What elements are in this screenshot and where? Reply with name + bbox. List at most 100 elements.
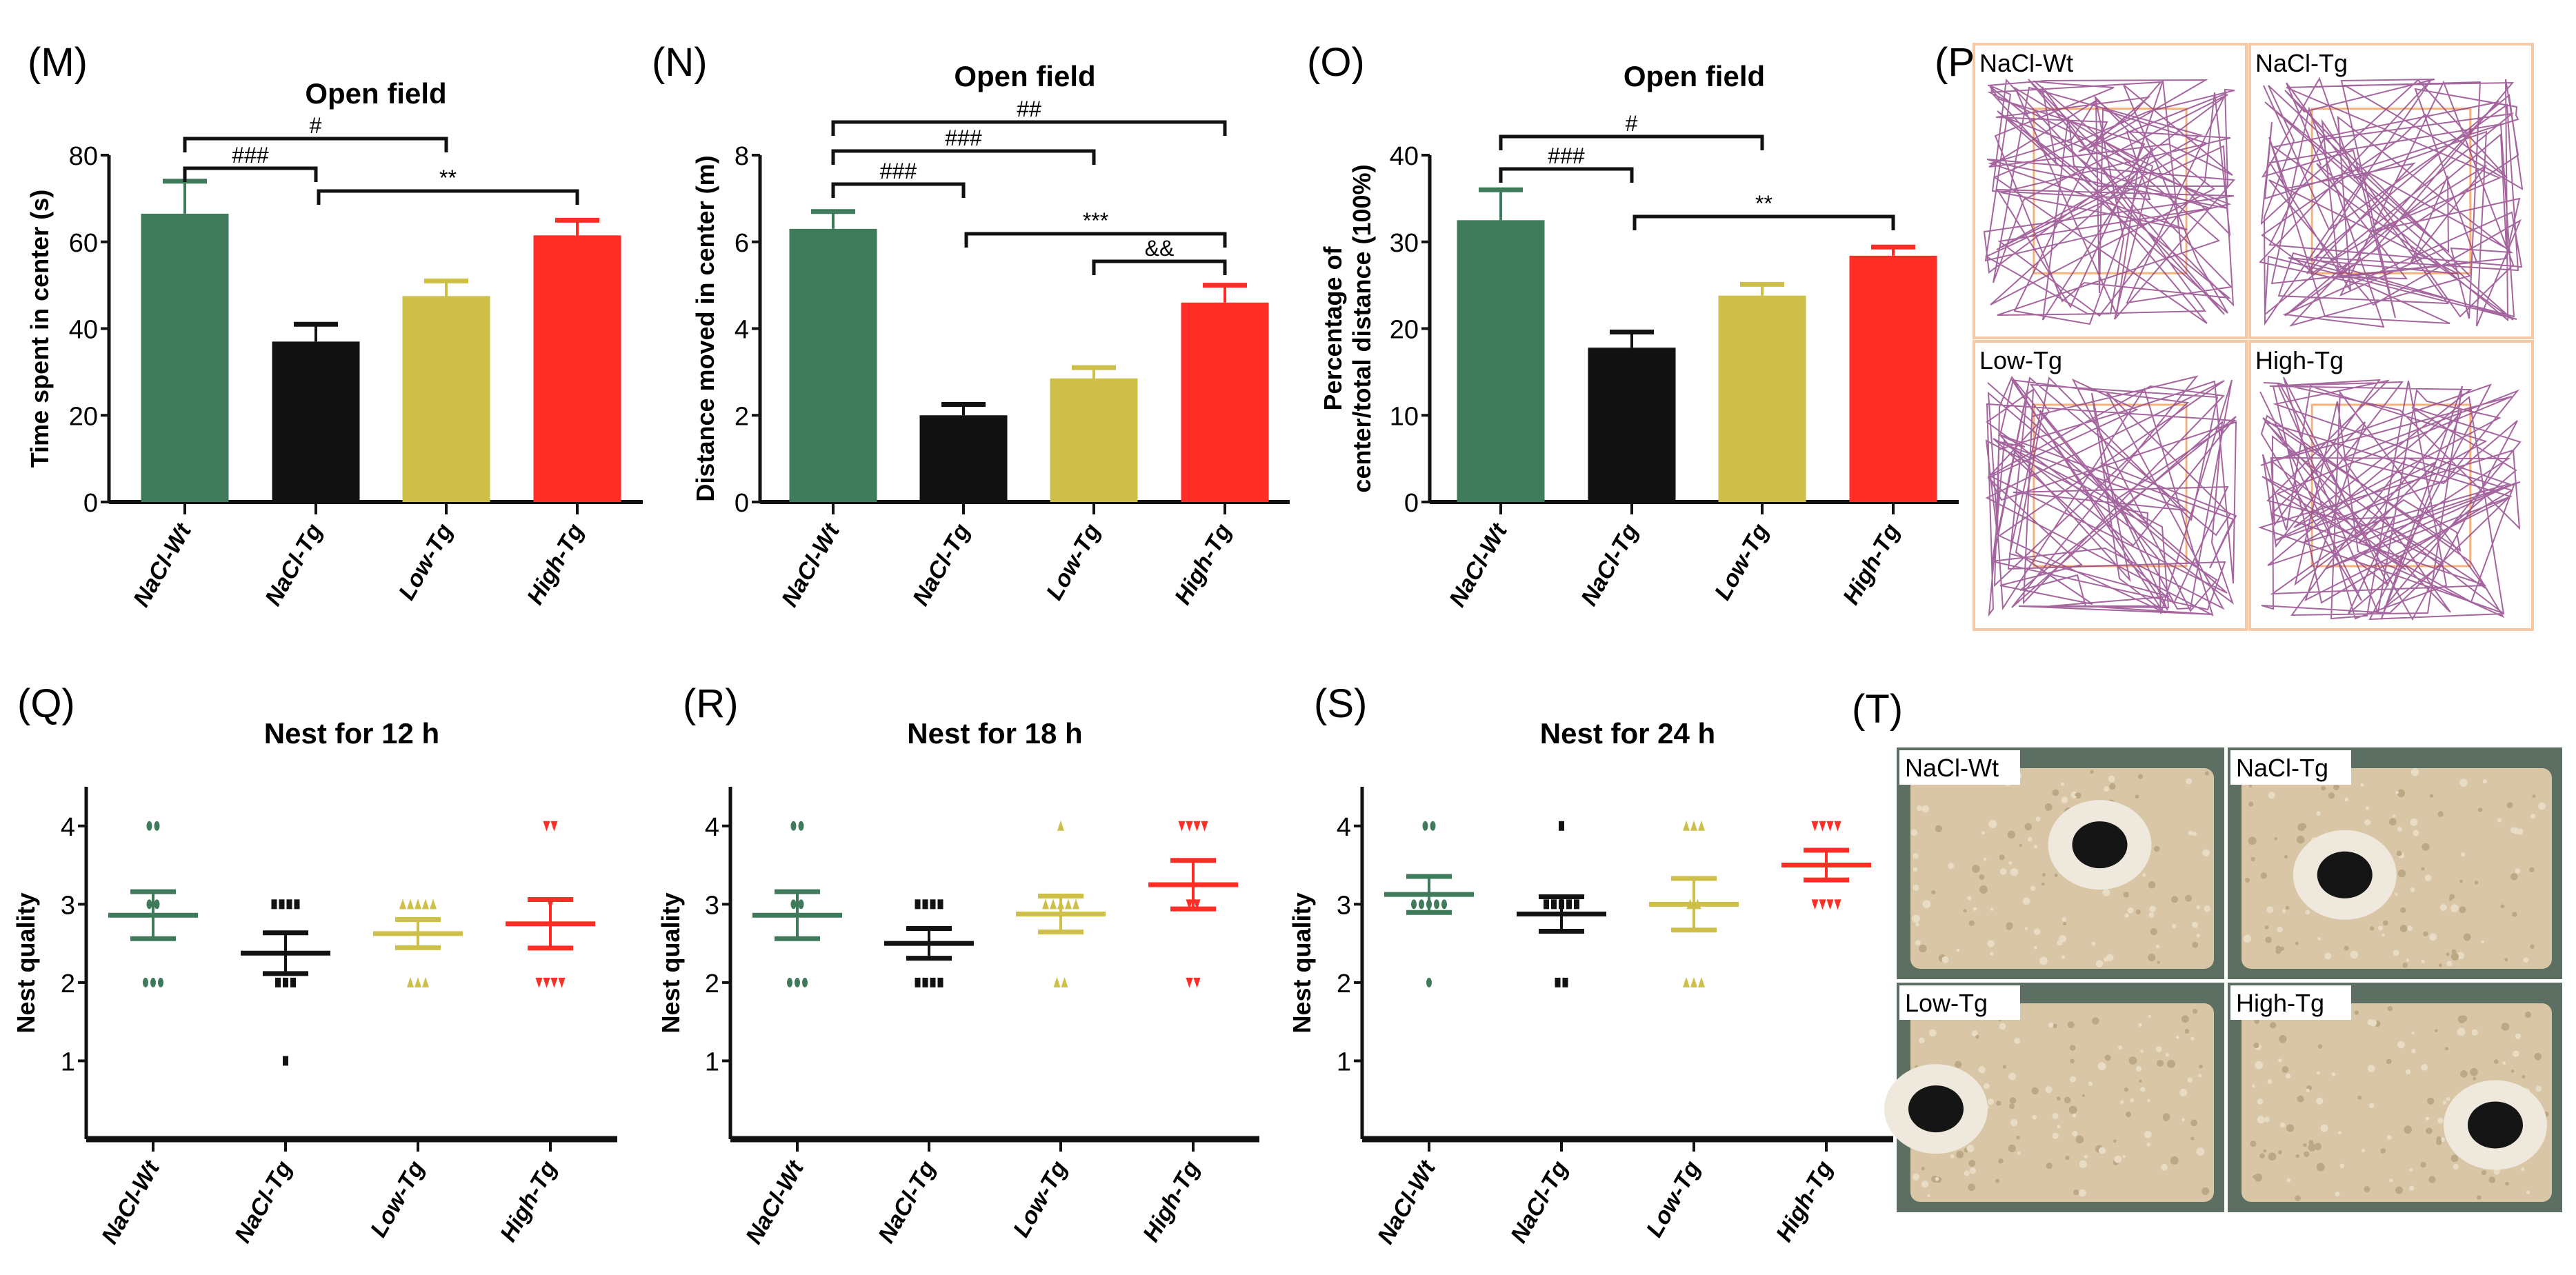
y-tick-label: 40	[69, 316, 98, 345]
data-point-High-Tg	[1193, 821, 1201, 832]
movement-track	[1985, 375, 2237, 617]
data-point-NaCl-Wt	[787, 977, 792, 987]
x-tick-label: NaCl-Tg	[1506, 1156, 1573, 1247]
significance-label: ###	[232, 143, 269, 168]
bar-NaCl-Tg	[1588, 348, 1676, 502]
data-point-Low-Tg	[415, 898, 421, 910]
data-point-Low-Tg	[430, 898, 437, 910]
chart-title: Nest for 12 h	[264, 717, 439, 750]
data-point-Low-Tg	[422, 898, 429, 910]
chart-title: Open field	[954, 60, 1095, 92]
data-point-NaCl-Wt	[146, 821, 152, 831]
data-point-High-Tg	[558, 977, 566, 988]
x-tick-label: High-Tg	[522, 519, 589, 609]
chart-O: (O) Open field Percentage of center/total d…	[1307, 40, 1959, 611]
chart-M: (M) Open field Time spent in center (s) 0 20…	[26, 40, 643, 611]
track-plot-nacl-tg: NaCl-Tg	[2248, 43, 2534, 339]
panel-label-t: (T)	[1852, 687, 1903, 732]
y-tick-label: 20	[69, 402, 98, 431]
y-tick-label: 2	[705, 970, 719, 998]
bar-NaCl-Wt	[789, 228, 877, 502]
data-point-High-Tg	[1186, 977, 1193, 988]
panel-label: (M)	[28, 40, 88, 85]
x-tick-label: NaCl-Wt	[1372, 1156, 1441, 1249]
significance-label: ###	[945, 126, 982, 150]
y-tick-label: 2	[1337, 970, 1351, 998]
track-plot-high-tg: High-Tg	[2248, 340, 2534, 631]
bar-Low-Tg	[1050, 378, 1138, 502]
data-point-High-Tg	[550, 821, 558, 832]
data-point-NaCl-Wt	[1419, 899, 1424, 910]
y-axis-label: Time spent in center (s)	[26, 190, 54, 468]
y-tick-label: 1	[1337, 1047, 1351, 1076]
data-point-Low-Tg	[1698, 820, 1705, 831]
data-point-NaCl-Tg	[915, 977, 921, 987]
nest-photo-high-tg: High-Tg	[2228, 983, 2562, 1212]
data-point-High-Tg	[1186, 821, 1193, 832]
x-tick-label: High-Tg	[1838, 519, 1905, 609]
significance-bracket	[1092, 259, 1227, 275]
panel-label: (R)	[683, 681, 739, 726]
chart-S: (S) Nest for 24 h Nest quality 1 2 3 4 NaCl-Wt N…	[1288, 681, 1893, 1248]
data-point-High-Tg	[1811, 821, 1819, 832]
data-point-High-Tg	[543, 821, 550, 832]
data-point-NaCl-Tg	[1555, 977, 1561, 987]
mouse	[2072, 821, 2128, 869]
data-point-Low-Tg	[1042, 898, 1049, 910]
chart-R: (R) Nest for 18 h Nest quality 1 2 3 4 NaCl-Wt N…	[657, 681, 1259, 1248]
significance-label: ***	[1083, 208, 1108, 233]
bar-Low-Tg	[1718, 295, 1806, 502]
data-point-Low-Tg	[1698, 976, 1705, 987]
data-point-NaCl-Wt	[802, 977, 808, 987]
track-plot-nacl-wt: NaCl-Wt	[1973, 43, 2248, 339]
data-point-NaCl-Tg	[271, 899, 277, 910]
x-tick-label: NaCl-Wt	[97, 1156, 166, 1249]
y-tick-label: 80	[69, 142, 98, 171]
y-tick-label: 2	[735, 402, 749, 431]
data-point-NaCl-Wt	[1426, 977, 1432, 987]
y-tick-label: 3	[1337, 891, 1351, 920]
data-point-Low-Tg	[422, 976, 429, 987]
data-point-NaCl-Tg	[275, 977, 281, 987]
data-point-NaCl-Wt	[798, 899, 804, 910]
data-point-NaCl-Wt	[1441, 899, 1447, 910]
y-axis-label: Nest quality	[1288, 892, 1316, 1033]
x-tick-label: Low-Tg	[1641, 1156, 1706, 1242]
chart-N: (N) Open field Distance moved in center (m…	[652, 40, 1290, 611]
bar-NaCl-Tg	[919, 415, 1008, 502]
data-point-NaCl-Tg	[1566, 899, 1572, 910]
y-axis-label: center/total distance (100%)	[1348, 164, 1376, 492]
significance-bracket	[831, 149, 1096, 165]
significance-label: &&	[1145, 236, 1175, 261]
y-axis-label: Nest quality	[657, 892, 685, 1033]
significance-bracket	[964, 232, 1227, 248]
x-tick-label: NaCl-Tg	[908, 519, 975, 610]
data-point-Low-Tg	[415, 976, 421, 987]
panel-label: (N)	[652, 40, 708, 85]
data-point-NaCl-Tg	[937, 977, 943, 987]
data-point-NaCl-Wt	[158, 977, 163, 987]
data-point-Low-Tg	[1690, 976, 1697, 987]
significance-label: #	[310, 113, 322, 138]
bar-NaCl-Wt	[1457, 220, 1545, 502]
y-tick-label: 4	[61, 813, 75, 842]
y-tick-label: 8	[735, 142, 749, 171]
data-point-Low-Tg	[1065, 898, 1072, 910]
chart-title: Nest for 24 h	[1540, 717, 1715, 750]
movement-track	[1983, 78, 2236, 325]
data-point-NaCl-Tg	[1559, 821, 1564, 831]
data-point-Low-Tg	[407, 898, 414, 910]
significance-bracket	[317, 189, 579, 205]
data-point-NaCl-Tg	[1551, 899, 1557, 910]
panel-label: (Q)	[17, 681, 75, 726]
y-tick-label: 10	[1390, 402, 1419, 431]
y-tick-label: 6	[735, 229, 749, 258]
mouse	[2317, 851, 2373, 898]
data-point-High-Tg	[535, 977, 543, 988]
data-point-High-Tg	[543, 977, 550, 988]
data-point-NaCl-Wt	[150, 977, 156, 987]
x-tick-label: High-Tg	[1170, 519, 1237, 609]
chart-title: Open field	[305, 77, 446, 110]
bar-NaCl-Wt	[141, 213, 229, 502]
data-point-Low-Tg	[1072, 898, 1079, 910]
